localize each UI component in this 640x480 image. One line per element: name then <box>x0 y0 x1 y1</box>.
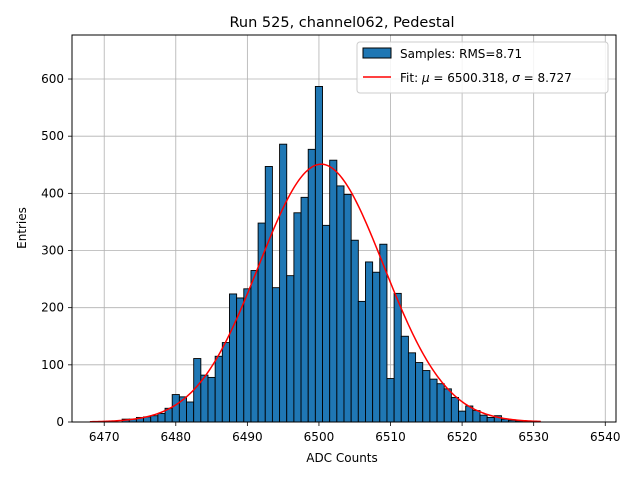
histogram-bar <box>458 410 467 423</box>
fit-curve <box>89 163 541 423</box>
histogram-bar <box>472 410 481 423</box>
histogram-bar <box>350 239 359 423</box>
histogram-bar <box>429 378 438 423</box>
x-axis-label: ADC Counts <box>306 451 378 465</box>
y-tick-label: 500 <box>41 129 64 143</box>
histogram-bar <box>193 358 202 423</box>
histogram-bar <box>271 287 281 423</box>
legend-fit-prefix: Fit: <box>400 71 422 85</box>
histogram-bar <box>293 212 302 423</box>
histogram-bar <box>314 85 323 423</box>
histogram-bar <box>343 194 352 423</box>
histogram-bar <box>357 300 366 423</box>
legend-fit-label: Fit: μ = 6500.318, σ = 8.727 <box>400 71 572 85</box>
histogram-bar <box>157 412 166 423</box>
y-axis-ticks: 0 100 200 300 400 500 600 <box>41 72 72 429</box>
histogram-bar <box>264 166 273 423</box>
histogram-bar <box>372 271 381 423</box>
histogram-bar <box>171 394 180 423</box>
histogram-bar <box>436 383 445 423</box>
x-tick-label: 6480 <box>161 430 192 444</box>
x-tick-label: 6500 <box>304 430 335 444</box>
histogram-bar <box>186 401 195 423</box>
histogram-bar <box>329 159 338 423</box>
x-tick-label: 6540 <box>590 430 621 444</box>
legend-sigma-value: = 8.727 <box>520 71 572 85</box>
histogram-bar <box>393 292 402 423</box>
histogram-bar <box>307 148 316 423</box>
x-axis-ticks: 6470 6480 6490 6500 6510 6520 6530 6540 <box>89 422 621 444</box>
legend-mu-symbol: μ <box>421 71 430 85</box>
y-axis-label: Entries <box>15 207 29 249</box>
y-tick-label: 300 <box>41 244 64 258</box>
x-tick-label: 6510 <box>375 430 406 444</box>
histogram-bar <box>322 224 331 423</box>
histogram-bar <box>279 143 288 423</box>
histogram-bar <box>286 275 295 423</box>
histogram-bar <box>365 261 374 423</box>
histogram-bar <box>250 270 259 423</box>
legend-histogram-label: Samples: RMS=8.71 <box>400 47 522 61</box>
histogram-bar <box>450 396 459 423</box>
histogram-bar <box>243 288 252 423</box>
histogram-bar <box>336 185 345 423</box>
legend: Samples: RMS=8.71 Fit: μ = 6500.318, σ =… <box>356 41 609 94</box>
legend-mu-value: = 6500.318, <box>430 71 513 85</box>
histogram-bar <box>200 374 209 423</box>
histogram-bar <box>422 370 431 423</box>
x-tick-label: 6530 <box>518 430 549 444</box>
histogram-bar <box>214 355 223 423</box>
histogram-bar <box>486 416 495 423</box>
legend-box <box>356 41 609 94</box>
x-tick-label: 6470 <box>89 430 120 444</box>
y-tick-label: 400 <box>41 186 64 200</box>
histogram-bar <box>207 376 216 423</box>
fit-curve-group <box>89 163 541 423</box>
histogram-bar <box>150 415 159 423</box>
legend-sigma-symbol: σ <box>512 71 520 85</box>
chart-title: Run 525, channel062, Pedestal <box>229 15 454 31</box>
x-tick-label: 6490 <box>232 430 263 444</box>
histogram-bar <box>400 335 409 423</box>
y-tick-label: 200 <box>41 301 64 315</box>
histogram-bar <box>229 293 238 423</box>
y-tick-label: 100 <box>41 358 64 372</box>
axes-frame <box>71 34 617 423</box>
legend-histogram-swatch <box>362 47 392 59</box>
histogram-bar <box>407 352 417 423</box>
histogram-bar <box>415 362 424 423</box>
y-tick-label: 600 <box>41 72 64 86</box>
histogram-bar <box>300 196 309 423</box>
histogram-bar <box>479 414 488 423</box>
histogram-bar <box>443 388 452 423</box>
histogram-bar <box>386 378 395 423</box>
y-tick-label: 0 <box>56 415 64 429</box>
x-tick-label: 6520 <box>447 430 478 444</box>
histogram-bar <box>221 342 230 423</box>
